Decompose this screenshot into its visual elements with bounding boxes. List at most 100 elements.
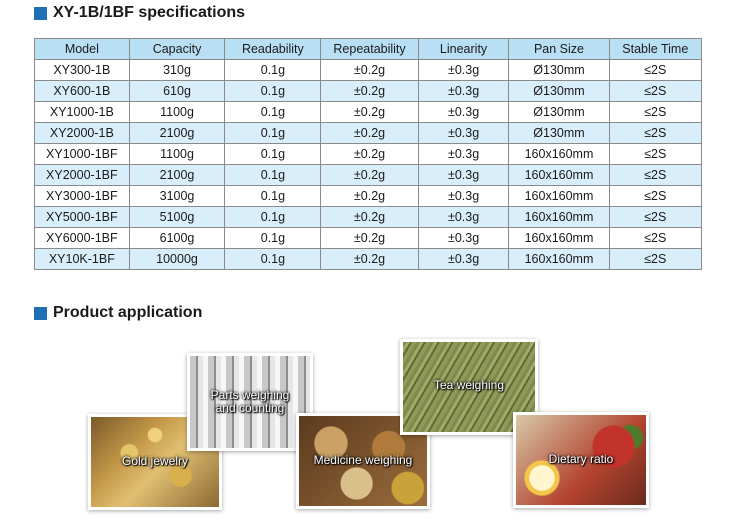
parts-weighing-photo: Parts weighing and counting: [187, 353, 313, 451]
table-cell: ±0.2g: [320, 206, 419, 228]
table-cell: Ø130mm: [508, 59, 610, 81]
table-cell: ≤2S: [608, 101, 703, 123]
table-cell: 160x160mm: [508, 206, 610, 228]
table-cell: ±0.2g: [320, 122, 419, 144]
spec-heading: XY-1B/1BF specifications: [34, 4, 245, 22]
table-cell: ±0.2g: [320, 185, 419, 207]
table-cell: 0.1g: [224, 248, 322, 270]
table-cell: XY6000-1BF: [34, 227, 130, 249]
table-cell: XY10K-1BF: [34, 248, 130, 270]
table-cell: ±0.2g: [320, 227, 419, 249]
table-header-row: Model Capacity Readability Repeatability…: [34, 38, 703, 60]
table-cell: 0.1g: [224, 122, 322, 144]
table-cell: ±0.3g: [417, 185, 510, 207]
table-cell: XY2000-1BF: [34, 164, 130, 186]
column-header: Linearity: [417, 38, 510, 60]
table-row: XY600-1B 610g 0.1g ±0.2g ±0.3g Ø130mm ≤2S: [34, 80, 703, 102]
table-cell: ±0.2g: [320, 101, 419, 123]
table-cell: ±0.2g: [320, 80, 419, 102]
table-cell: 610g: [128, 80, 226, 102]
table-cell: XY1000-1B: [34, 101, 130, 123]
table-cell: 3100g: [128, 185, 226, 207]
heading-square-icon: [34, 306, 47, 320]
table-cell: ±0.3g: [417, 248, 510, 270]
table-cell: Ø130mm: [508, 122, 610, 144]
table-cell: ≤2S: [608, 248, 703, 270]
table-cell: ≤2S: [608, 59, 703, 81]
table-cell: 0.1g: [224, 143, 322, 165]
application-title: Product application: [53, 304, 203, 321]
table-cell: 160x160mm: [508, 164, 610, 186]
spec-table: Model Capacity Readability Repeatability…: [34, 38, 703, 270]
column-header: Readability: [224, 38, 322, 60]
table-row: XY10K-1BF 10000g 0.1g ±0.2g ±0.3g 160x160mm ≤2…: [34, 248, 703, 270]
dietary-ratio-photo: Dietary ratio: [513, 412, 649, 508]
table-cell: 1100g: [128, 101, 226, 123]
column-header: Model: [34, 38, 130, 60]
table-cell: 1100g: [128, 143, 226, 165]
application-heading: Product application: [34, 304, 202, 322]
column-header: Pan Size: [508, 38, 610, 60]
table-cell: ≤2S: [608, 206, 703, 228]
table-cell: Ø130mm: [508, 101, 610, 123]
table-row: XY3000-1BF 3100g 0.1g ±0.2g ±0.3g 160x160mm ≤2…: [34, 185, 703, 207]
photo-caption: Tea weighing: [433, 378, 505, 392]
table-cell: ±0.3g: [417, 80, 510, 102]
photo-caption: Medicine weighing: [313, 453, 413, 467]
table-cell: 0.1g: [224, 101, 322, 123]
table-cell: 6100g: [128, 227, 226, 249]
table-row: XY1000-1BF 1100g 0.1g ±0.2g ±0.3g 160x160mm ≤2…: [34, 143, 703, 165]
photo-caption: Dietary ratio: [548, 452, 614, 466]
spec-title: XY-1B/1BF specifications: [53, 4, 246, 21]
table-cell: ±0.3g: [417, 206, 510, 228]
heading-square-icon: [34, 6, 47, 20]
table-cell: Ø130mm: [508, 80, 610, 102]
column-header: Stable Time: [608, 38, 703, 60]
table-cell: ±0.2g: [320, 59, 419, 81]
table-cell: ±0.3g: [417, 122, 510, 144]
table-cell: 0.1g: [224, 185, 322, 207]
table-row: XY2000-1B 2100g 0.1g ±0.2g ±0.3g Ø130mm ≤2S: [34, 122, 703, 144]
table-cell: XY3000-1BF: [34, 185, 130, 207]
table-cell: 2100g: [128, 122, 226, 144]
column-header: Capacity: [128, 38, 226, 60]
photo-caption: and counting: [215, 401, 285, 415]
table-cell: 2100g: [128, 164, 226, 186]
table-cell: 160x160mm: [508, 227, 610, 249]
table-cell: 160x160mm: [508, 143, 610, 165]
table-row: XY300-1B 310g 0.1g ±0.2g ±0.3g Ø130mm ≤2S: [34, 59, 703, 81]
table-row: XY1000-1B 1100g 0.1g ±0.2g ±0.3g Ø130mm ≤2S: [34, 101, 703, 123]
table-cell: XY600-1B: [34, 80, 130, 102]
table-cell: ≤2S: [608, 80, 703, 102]
table-cell: 160x160mm: [508, 248, 610, 270]
table-cell: 10000g: [128, 248, 226, 270]
table-cell: ≤2S: [608, 122, 703, 144]
column-header: Repeatability: [320, 38, 419, 60]
table-cell: ≤2S: [608, 227, 703, 249]
table-cell: 0.1g: [224, 164, 322, 186]
table-row: XY5000-1BF 5100g 0.1g ±0.2g ±0.3g 160x160mm ≤2…: [34, 206, 703, 228]
table-cell: XY1000-1BF: [34, 143, 130, 165]
table-cell: XY300-1B: [34, 59, 130, 81]
table-cell: 160x160mm: [508, 185, 610, 207]
table-cell: ±0.3g: [417, 143, 510, 165]
photo-caption: Parts weighing: [210, 388, 290, 402]
table-cell: ±0.3g: [417, 164, 510, 186]
table-cell: ≤2S: [608, 143, 703, 165]
table-cell: 0.1g: [224, 206, 322, 228]
table-cell: 0.1g: [224, 80, 322, 102]
table-cell: ±0.3g: [417, 59, 510, 81]
table-row: XY6000-1BF 6100g 0.1g ±0.2g ±0.3g 160x160mm ≤2…: [34, 227, 703, 249]
table-cell: 5100g: [128, 206, 226, 228]
table-cell: 310g: [128, 59, 226, 81]
table-body: XY300-1B 310g 0.1g ±0.2g ±0.3g Ø130mm ≤2S XY600…: [34, 59, 703, 270]
table-cell: ≤2S: [608, 164, 703, 186]
table-cell: ±0.3g: [417, 101, 510, 123]
table-cell: XY5000-1BF: [34, 206, 130, 228]
table-cell: ±0.2g: [320, 248, 419, 270]
table-cell: 0.1g: [224, 59, 322, 81]
photo-caption: Gold jewelry: [121, 454, 189, 468]
table-cell: ±0.2g: [320, 164, 419, 186]
table-cell: 0.1g: [224, 227, 322, 249]
table-cell: ≤2S: [608, 185, 703, 207]
